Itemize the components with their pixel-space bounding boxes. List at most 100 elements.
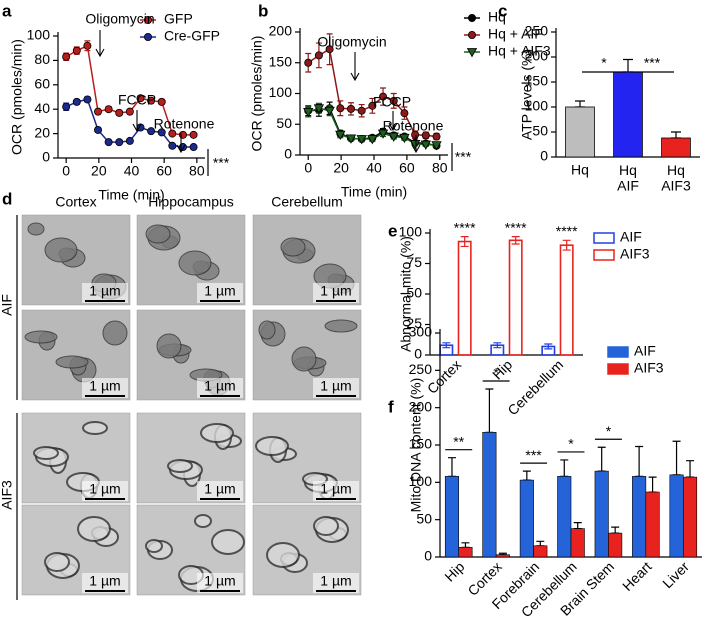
x-tick-label: 20 <box>91 163 107 179</box>
legend-label: AIF3 <box>634 360 664 376</box>
error-bar <box>461 542 470 548</box>
marker <box>83 41 92 50</box>
significance: *** <box>644 55 661 71</box>
y-tick-label: 0 <box>414 346 422 362</box>
marker <box>168 141 177 150</box>
x-tick-label: 20 <box>333 160 349 176</box>
organelle <box>178 250 212 276</box>
scale-bar-label: 1 µm <box>204 283 235 299</box>
bar <box>570 528 585 558</box>
y-tick-label: 0 <box>540 148 548 164</box>
organelle <box>291 346 317 372</box>
bar <box>490 344 505 356</box>
error-bar <box>560 459 569 477</box>
significance: *** <box>525 447 542 463</box>
organelle <box>258 320 276 340</box>
y-tick-label: 250 <box>409 361 433 377</box>
scale-bar-bg <box>313 573 359 593</box>
error-bar <box>648 476 657 493</box>
scale-bar-label: 1 µm <box>89 283 120 299</box>
significance: * <box>601 55 607 71</box>
marker <box>147 127 156 136</box>
bar <box>559 244 574 356</box>
bar <box>608 532 623 558</box>
organelle <box>156 333 182 359</box>
marker <box>409 140 421 150</box>
bar <box>482 432 497 558</box>
organelle <box>27 222 45 236</box>
marker <box>335 130 346 141</box>
label-line: Hq <box>667 162 685 178</box>
arrow <box>176 133 186 154</box>
x-axis-label: Time (min) <box>98 187 164 203</box>
y-tick-label: 80 <box>34 51 50 67</box>
organelle <box>211 529 245 555</box>
marker <box>356 135 367 145</box>
scale-bar-bg <box>197 283 243 303</box>
arrow <box>132 110 142 133</box>
error-bar <box>573 522 582 530</box>
scale-bar-label: 1 µm <box>320 573 351 589</box>
legend-label: Cre-GFP <box>164 28 220 44</box>
scale-bar-bg <box>82 573 128 593</box>
arrow <box>411 135 421 154</box>
marker <box>411 130 420 139</box>
annotation: Oligomycin <box>317 34 386 50</box>
x-tick-label: Liver <box>659 558 692 591</box>
organelle <box>24 330 58 344</box>
marker <box>346 104 355 113</box>
error-bar <box>686 460 695 478</box>
marker <box>313 104 325 114</box>
marker <box>62 52 71 61</box>
error-bar <box>575 100 585 108</box>
y-tick-label: 100 <box>409 473 433 489</box>
y-tick-label: 200 <box>269 23 293 39</box>
label-line: AIF3 <box>661 177 691 193</box>
bar <box>519 479 534 558</box>
y-tick-label: 150 <box>409 436 433 452</box>
marker <box>399 133 410 144</box>
scale-bar-bg <box>82 481 128 501</box>
row-label: AIF3 <box>0 480 15 510</box>
annotation: Oligomycin <box>85 11 154 27</box>
y-tick-label: 0 <box>42 149 50 165</box>
bar <box>613 71 643 158</box>
legend-label: GFP <box>164 11 193 27</box>
marker <box>432 132 441 141</box>
y-tick-label: 50 <box>416 510 432 526</box>
bar <box>495 554 510 558</box>
panel-letter: d <box>2 189 12 208</box>
y-tick-label: 20 <box>34 124 50 140</box>
x-tick-label: Cerebellum <box>504 356 566 418</box>
marker <box>104 138 113 147</box>
marker <box>94 125 103 134</box>
y-tick-label: 200 <box>525 48 549 64</box>
legend-label: Hq <box>488 9 506 25</box>
x-tick-label: 80 <box>189 163 205 179</box>
error-bar <box>623 58 633 73</box>
marker <box>157 128 166 137</box>
scale-bar-label: 1 µm <box>89 378 120 394</box>
significance: ** <box>453 433 464 449</box>
x-tick-label: 0 <box>304 160 312 176</box>
arrow <box>95 30 105 58</box>
marker <box>72 97 81 106</box>
x-tick-label: 80 <box>432 160 448 176</box>
bar <box>682 476 698 558</box>
annotation: *** <box>213 155 230 171</box>
legend-swatch <box>593 249 615 261</box>
y-axis-label: Mito DNA content (%) <box>408 378 424 513</box>
panel-letter: f <box>388 397 394 416</box>
y-axis-label: Abnormal mito (%) <box>398 236 414 352</box>
annotation: Rotenone <box>154 116 215 132</box>
marker <box>421 131 430 140</box>
x-tick-label: Hq <box>571 162 589 178</box>
arrow <box>388 111 398 132</box>
organelle <box>280 237 306 257</box>
bar <box>645 491 660 558</box>
marker <box>314 51 323 60</box>
legend-marker <box>143 33 152 42</box>
y-tick-label: 50 <box>532 123 548 139</box>
significance: **** <box>505 219 527 235</box>
